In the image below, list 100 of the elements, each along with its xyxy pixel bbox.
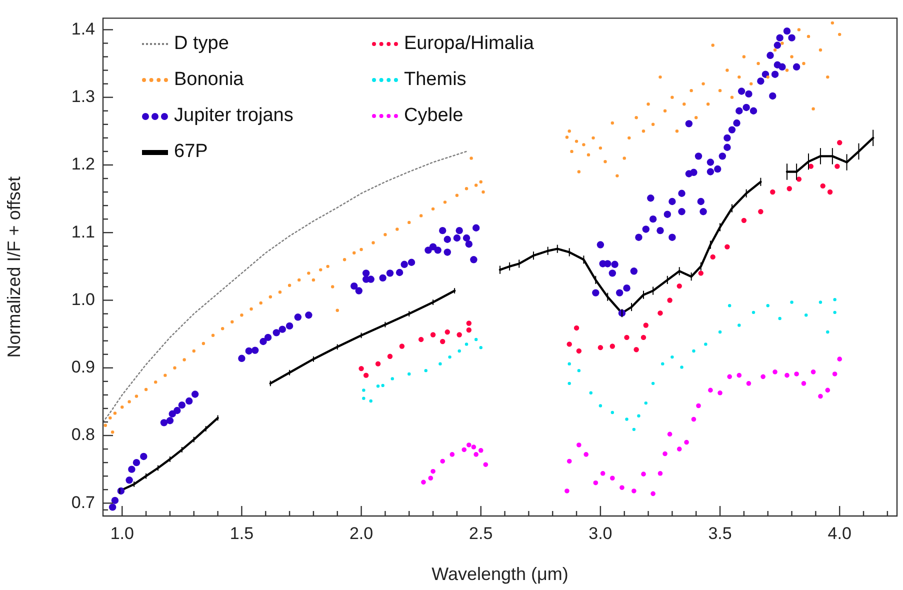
point xyxy=(801,381,806,386)
point xyxy=(837,356,842,362)
y-tick-label: 0.7 xyxy=(71,492,95,512)
point xyxy=(363,372,369,378)
point xyxy=(832,372,838,376)
point xyxy=(641,472,646,476)
point xyxy=(568,382,571,386)
point xyxy=(670,355,674,359)
point xyxy=(772,370,778,374)
point xyxy=(704,342,708,346)
point xyxy=(661,362,664,366)
y-tick-label: 1.2 xyxy=(71,154,95,174)
point xyxy=(564,488,570,494)
point xyxy=(752,310,756,314)
point xyxy=(667,432,672,437)
legend-label: Cybele xyxy=(404,105,464,127)
point xyxy=(577,368,581,372)
point xyxy=(698,270,704,276)
point xyxy=(825,388,830,393)
point xyxy=(456,332,462,338)
point xyxy=(444,329,450,335)
point xyxy=(464,342,468,346)
point xyxy=(696,403,701,408)
point xyxy=(428,476,434,481)
y-axis-title: Normalized I/F + offset xyxy=(4,176,24,358)
x-tick-label: 2.5 xyxy=(469,524,493,543)
point xyxy=(727,374,732,380)
point xyxy=(448,355,452,359)
point xyxy=(643,322,648,328)
point xyxy=(375,361,381,366)
point xyxy=(684,440,689,445)
x-axis-title: Wavelength (μm) xyxy=(432,564,568,584)
point xyxy=(658,470,663,476)
point xyxy=(424,368,428,372)
point xyxy=(810,370,816,374)
point xyxy=(598,344,604,350)
point xyxy=(680,366,684,369)
point xyxy=(474,338,478,342)
point xyxy=(466,327,472,333)
point xyxy=(724,244,730,250)
point xyxy=(450,452,455,457)
point xyxy=(718,330,722,334)
point xyxy=(632,428,636,432)
point xyxy=(466,442,472,448)
point xyxy=(758,209,764,214)
y-tick-label: 1.0 xyxy=(71,290,95,309)
y-tick-label: 0.8 xyxy=(71,425,95,444)
point xyxy=(708,388,713,393)
point xyxy=(676,283,682,289)
point xyxy=(710,254,716,260)
point xyxy=(770,189,776,195)
point xyxy=(574,325,580,331)
point xyxy=(593,480,598,486)
point xyxy=(691,416,696,422)
point xyxy=(430,332,436,338)
x-tick-label: 3.5 xyxy=(708,524,732,543)
point xyxy=(466,320,472,326)
legend-label: Themis xyxy=(404,69,466,91)
point xyxy=(479,346,482,350)
point xyxy=(644,401,648,405)
legend-label: 67P xyxy=(174,141,208,163)
point xyxy=(408,372,411,376)
point xyxy=(610,410,614,414)
point xyxy=(728,304,732,308)
point xyxy=(718,390,722,396)
point xyxy=(634,347,639,352)
point xyxy=(399,344,405,349)
point xyxy=(790,300,794,304)
point xyxy=(566,342,572,347)
point xyxy=(662,451,668,456)
point xyxy=(784,372,790,378)
point xyxy=(804,314,808,317)
point xyxy=(624,334,630,340)
point xyxy=(778,316,782,320)
point xyxy=(833,310,836,314)
point xyxy=(381,384,384,388)
x-tick-label: 1.5 xyxy=(230,524,254,543)
point xyxy=(458,349,461,353)
y-tick-label: 1.3 xyxy=(71,87,95,106)
point xyxy=(471,444,476,450)
legend-label: Bononia xyxy=(174,69,244,91)
legend-label: Jupiter trojans xyxy=(174,105,294,127)
point xyxy=(676,446,682,452)
point xyxy=(568,362,571,366)
point xyxy=(736,372,742,378)
point xyxy=(796,176,802,182)
point xyxy=(650,491,656,496)
legend-label: Europa/Himalia xyxy=(404,33,534,55)
point xyxy=(358,366,364,372)
point xyxy=(589,391,592,395)
point xyxy=(584,452,588,457)
point xyxy=(640,334,646,340)
point xyxy=(390,377,394,380)
point xyxy=(760,374,766,380)
point xyxy=(837,140,842,146)
point xyxy=(820,183,826,189)
point xyxy=(483,462,488,467)
point xyxy=(625,418,628,421)
point xyxy=(632,488,636,494)
point xyxy=(637,414,640,418)
